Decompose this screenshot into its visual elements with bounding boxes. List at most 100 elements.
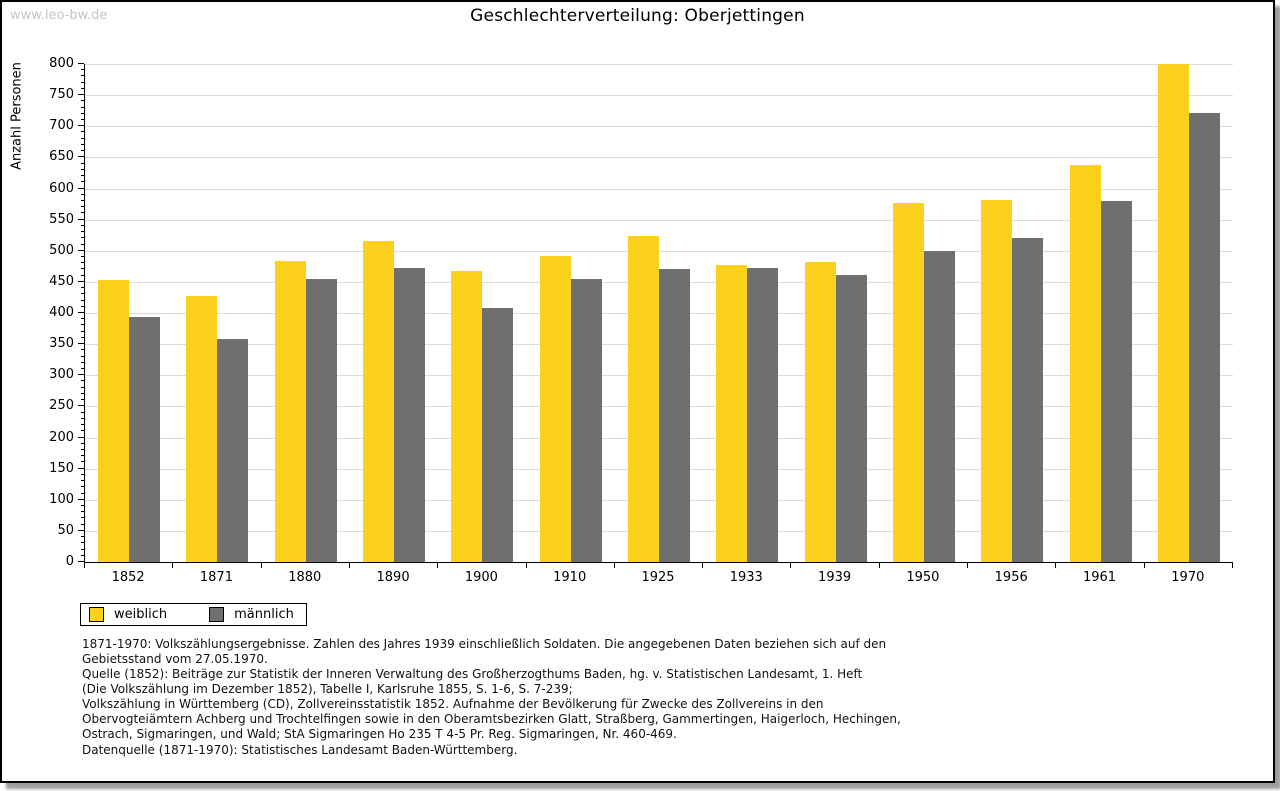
y-axis-minor-tick bbox=[81, 330, 84, 332]
weiblich-swatch-icon bbox=[89, 607, 104, 622]
y-axis-major-tick bbox=[78, 280, 84, 282]
y-axis-major-tick bbox=[78, 94, 84, 96]
y-axis-label: 800 bbox=[49, 56, 74, 71]
y-axis-label: 150 bbox=[49, 460, 74, 476]
bar-weiblich-1970 bbox=[1157, 64, 1189, 562]
bar-weiblich-1950 bbox=[892, 203, 924, 562]
y-axis-minor-tick bbox=[81, 231, 84, 233]
x-axis-label-1871: 1871 bbox=[199, 570, 233, 585]
y-axis-minor-tick bbox=[81, 424, 84, 426]
bar-maennlich-1970 bbox=[1188, 113, 1220, 562]
bar-maennlich-1852 bbox=[129, 317, 161, 562]
bar-weiblich-1933 bbox=[716, 265, 748, 562]
y-axis-major-tick bbox=[78, 436, 84, 438]
y-axis-minor-tick bbox=[81, 461, 84, 463]
y-axis-minor-tick bbox=[81, 492, 84, 494]
x-axis-tick bbox=[967, 563, 968, 568]
gridline bbox=[85, 95, 1233, 97]
y-axis-label: 500 bbox=[49, 242, 74, 258]
bar-weiblich-1961 bbox=[1069, 165, 1101, 562]
bar-weiblich-1939 bbox=[804, 262, 836, 562]
y-axis-minor-tick bbox=[81, 212, 84, 214]
x-axis-tick bbox=[437, 563, 438, 568]
y-axis-minor-tick bbox=[81, 336, 84, 338]
y-axis-label: 700 bbox=[49, 118, 74, 134]
bar-maennlich-1956 bbox=[1012, 238, 1044, 562]
x-axis-label-1956: 1956 bbox=[994, 570, 1028, 585]
bar-maennlich-1933 bbox=[747, 268, 779, 562]
y-axis-major-tick bbox=[78, 187, 84, 189]
x-axis-tick bbox=[614, 563, 615, 568]
y-axis-minor-tick bbox=[81, 287, 84, 289]
bar-weiblich-1852 bbox=[98, 280, 130, 562]
footnote-line: Volkszählung in Württemberg (CD), Zollve… bbox=[82, 697, 824, 711]
chart-title: Geschlechterverteilung: Oberjettingen bbox=[470, 6, 805, 26]
y-axis-major-tick bbox=[78, 467, 84, 469]
datasource-line: Datenquelle (1871-1970): Statistisches L… bbox=[82, 743, 518, 757]
y-axis-label: 400 bbox=[49, 305, 74, 320]
y-axis-minor-tick bbox=[81, 162, 84, 164]
y-axis-minor-tick bbox=[81, 224, 84, 226]
x-axis-tick bbox=[84, 563, 85, 568]
footnote-line: Quelle (1852): Beiträge zur Statistik de… bbox=[82, 667, 863, 681]
y-axis-minor-tick bbox=[81, 69, 84, 71]
x-axis-label-1910: 1910 bbox=[553, 570, 587, 585]
y-axis-label: 650 bbox=[49, 149, 74, 165]
x-axis-tick bbox=[261, 563, 262, 568]
y-axis-minor-tick bbox=[81, 417, 84, 419]
y-axis-label: 600 bbox=[49, 180, 74, 196]
y-axis-minor-tick bbox=[81, 430, 84, 432]
footnote-line: Ostrach, Sigmaringen, und Wald; StA Sigm… bbox=[82, 727, 677, 741]
bar-maennlich-1880 bbox=[305, 279, 337, 562]
x-axis-tick bbox=[1144, 563, 1145, 568]
y-axis-minor-tick bbox=[81, 243, 84, 245]
x-axis-tick bbox=[1232, 563, 1233, 568]
x-axis-tick bbox=[790, 563, 791, 568]
y-axis-minor-tick bbox=[81, 324, 84, 326]
y-axis-minor-tick bbox=[81, 473, 84, 475]
gridline bbox=[85, 126, 1233, 128]
y-axis-label: 250 bbox=[49, 398, 74, 414]
y-axis-major-tick bbox=[78, 529, 84, 531]
y-axis-label: 350 bbox=[49, 336, 74, 352]
y-axis-major-tick bbox=[78, 343, 84, 345]
bar-weiblich-1925 bbox=[628, 236, 659, 562]
y-axis-label: 450 bbox=[49, 273, 74, 289]
y-axis-label: 100 bbox=[49, 491, 74, 507]
y-axis-minor-tick bbox=[81, 193, 84, 195]
footnote-line: Obervogteiämtern Achberg und Trochtelfin… bbox=[82, 712, 901, 726]
y-axis-minor-tick bbox=[81, 554, 84, 556]
y-axis-minor-tick bbox=[81, 318, 84, 320]
maennlich-swatch-icon bbox=[209, 607, 225, 622]
legend-label-maennlich: männlich bbox=[234, 607, 294, 622]
y-axis-minor-tick bbox=[81, 75, 84, 77]
y-axis-minor-tick bbox=[81, 349, 84, 351]
y-axis-minor-tick bbox=[81, 181, 84, 183]
y-axis-major-tick bbox=[78, 374, 84, 376]
y-axis-label: 300 bbox=[49, 367, 74, 383]
x-axis-label-1933: 1933 bbox=[729, 570, 763, 585]
legend-label-weiblich: weiblich bbox=[114, 607, 168, 622]
y-axis-minor-tick bbox=[81, 536, 84, 538]
y-axis-minor-tick bbox=[81, 119, 84, 121]
footnotes: 1871-1970: Volkszählungsergebnisse. Zahl… bbox=[82, 637, 901, 742]
y-axis-minor-tick bbox=[81, 262, 84, 264]
y-axis-label: 200 bbox=[49, 429, 74, 445]
y-axis-minor-tick bbox=[81, 486, 84, 488]
y-axis-major-tick bbox=[78, 561, 84, 562]
x-axis-label-1961: 1961 bbox=[1082, 570, 1117, 585]
bar-maennlich-1950 bbox=[923, 251, 955, 562]
y-axis-minor-tick bbox=[81, 386, 84, 388]
y-axis-label: 750 bbox=[49, 87, 74, 103]
bar-maennlich-1961 bbox=[1100, 201, 1132, 562]
y-axis-major-tick bbox=[78, 249, 84, 251]
y-axis-minor-tick bbox=[81, 411, 84, 413]
bar-maennlich-1910 bbox=[570, 279, 602, 562]
watermark: www.leo-bw.de bbox=[10, 8, 108, 23]
y-axis-minor-tick bbox=[81, 206, 84, 208]
y-axis-minor-tick bbox=[81, 150, 84, 152]
gridline bbox=[85, 188, 1233, 190]
y-axis-minor-tick bbox=[81, 368, 84, 370]
y-axis-minor-tick bbox=[81, 100, 84, 102]
bar-weiblich-1900 bbox=[451, 271, 483, 562]
